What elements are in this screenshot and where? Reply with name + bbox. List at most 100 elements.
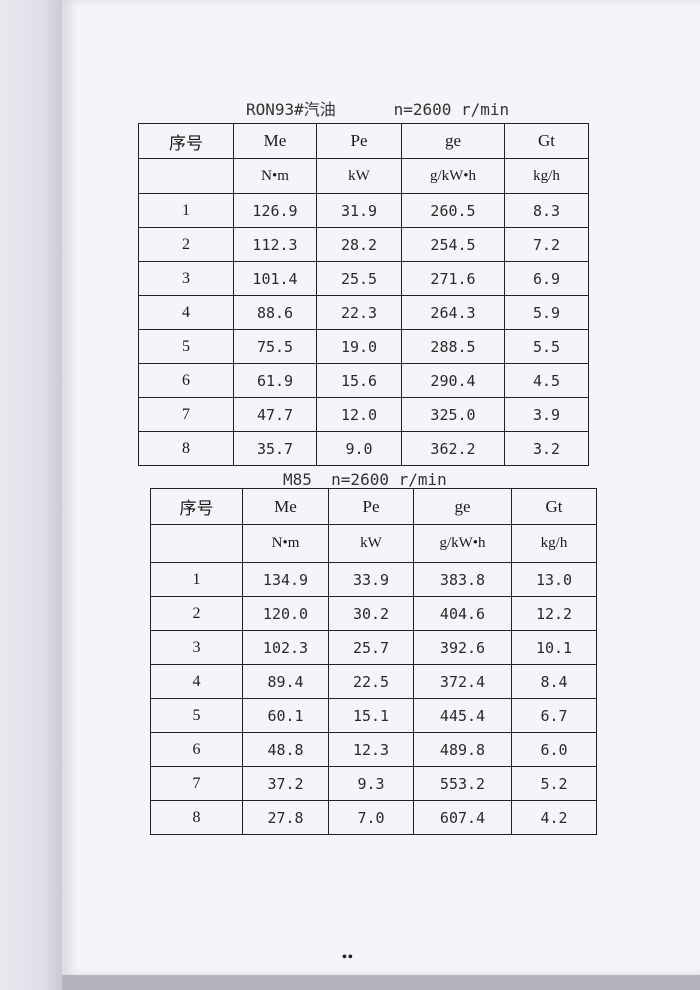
pe-value: 9.0: [316, 431, 402, 466]
header-cell: Me: [242, 488, 329, 525]
ge-value: 392.6: [413, 630, 512, 665]
table2-caption: M85 n=2600 r/min: [283, 470, 447, 489]
table-row: 2 120.0 30.2 404.6 12.2: [150, 596, 597, 631]
ge-value: 288.5: [401, 329, 505, 364]
header-cell: 序号: [150, 488, 243, 525]
row-index: 2: [138, 227, 234, 262]
table-row: 4 88.6 22.3 264.3 5.9: [138, 295, 589, 330]
row-index: 5: [150, 698, 243, 733]
ge-value: 264.3: [401, 295, 505, 330]
page-bottom-edge: [62, 975, 700, 990]
me-value: 89.4: [242, 664, 329, 699]
ge-value: 404.6: [413, 596, 512, 631]
gt-value: 4.5: [504, 363, 589, 398]
row-index: 6: [138, 363, 234, 398]
ge-value: 372.4: [413, 664, 512, 699]
ge-value: 362.2: [401, 431, 505, 466]
header-cell: Gt: [504, 123, 589, 159]
gt-value: 5.9: [504, 295, 589, 330]
table-header-row: 序号 Me Pe ge Gt: [150, 488, 597, 525]
me-value: 37.2: [242, 766, 329, 801]
me-value: 48.8: [242, 732, 329, 767]
header-cell: ge: [413, 488, 512, 525]
ge-value: 254.5: [401, 227, 505, 262]
table-row: 3 102.3 25.7 392.6 10.1: [150, 630, 597, 665]
ge-value: 607.4: [413, 800, 512, 835]
gt-value: 5.5: [504, 329, 589, 364]
table-row: 7 47.7 12.0 325.0 3.9: [138, 397, 589, 432]
pe-value: 25.7: [328, 630, 414, 665]
me-value: 134.9: [242, 562, 329, 597]
pe-value: 28.2: [316, 227, 402, 262]
gt-value: 6.9: [504, 261, 589, 296]
table-row: 2 112.3 28.2 254.5 7.2: [138, 227, 589, 262]
table1-caption: RON93#汽油 n=2600 r/min: [246, 100, 510, 119]
row-index: 7: [150, 766, 243, 801]
header-cell: 序号: [138, 123, 234, 159]
pe-value: 9.3: [328, 766, 414, 801]
header-cell: Pe: [316, 123, 402, 159]
table-unit-row: N•m kW g/kW•h kg/h: [138, 158, 589, 194]
row-index: 8: [138, 431, 234, 466]
table-row: 6 61.9 15.6 290.4 4.5: [138, 363, 589, 398]
row-index: 5: [138, 329, 234, 364]
me-value: 120.0: [242, 596, 329, 631]
gt-value: 13.0: [511, 562, 597, 597]
me-value: 27.8: [242, 800, 329, 835]
header-cell: Me: [233, 123, 317, 159]
gt-value: 10.1: [511, 630, 597, 665]
pe-value: 15.1: [328, 698, 414, 733]
table-header-row: 序号 Me Pe ge Gt: [138, 123, 589, 159]
row-index: 8: [150, 800, 243, 835]
gt-value: 8.3: [504, 193, 589, 228]
ge-value: 383.8: [413, 562, 512, 597]
gt-value: 12.2: [511, 596, 597, 631]
gt-value: 4.2: [511, 800, 597, 835]
row-index: 4: [138, 295, 234, 330]
header-cell: Gt: [511, 488, 597, 525]
ge-value: 445.4: [413, 698, 512, 733]
row-index: 2: [150, 596, 243, 631]
unit-cell: g/kW•h: [413, 524, 512, 563]
unit-cell: kg/h: [504, 158, 589, 194]
pe-value: 15.6: [316, 363, 402, 398]
me-value: 126.9: [233, 193, 317, 228]
table-row: 8 35.7 9.0 362.2 3.2: [138, 431, 589, 466]
gt-value: 3.2: [504, 431, 589, 466]
gt-value: 7.2: [504, 227, 589, 262]
me-value: 61.9: [233, 363, 317, 398]
ge-value: 260.5: [401, 193, 505, 228]
gt-value: 8.4: [511, 664, 597, 699]
unit-cell: kg/h: [511, 524, 597, 563]
me-value: 101.4: [233, 261, 317, 296]
unit-cell: kW: [328, 524, 414, 563]
data-table-ron93: 序号 Me Pe ge Gt N•m kW g/kW•h kg/h 1 126.…: [138, 123, 589, 466]
unit-cell: N•m: [242, 524, 329, 563]
unit-cell: [138, 158, 234, 194]
table-row: 6 48.8 12.3 489.8 6.0: [150, 732, 597, 767]
data-table-m85: 序号 Me Pe ge Gt N•m kW g/kW•h kg/h 1 134.…: [150, 488, 597, 835]
table-row: 8 27.8 7.0 607.4 4.2: [150, 800, 597, 835]
ge-value: 290.4: [401, 363, 505, 398]
table-row: 5 60.1 15.1 445.4 6.7: [150, 698, 597, 733]
row-index: 6: [150, 732, 243, 767]
table-row: 4 89.4 22.5 372.4 8.4: [150, 664, 597, 699]
unit-cell: [150, 524, 243, 563]
pe-value: 19.0: [316, 329, 402, 364]
me-value: 75.5: [233, 329, 317, 364]
pe-value: 30.2: [328, 596, 414, 631]
table-row: 1 134.9 33.9 383.8 13.0: [150, 562, 597, 597]
me-value: 35.7: [233, 431, 317, 466]
row-index: 1: [150, 562, 243, 597]
table-row: 3 101.4 25.5 271.6 6.9: [138, 261, 589, 296]
unit-cell: kW: [316, 158, 402, 194]
ge-value: 553.2: [413, 766, 512, 801]
pe-value: 33.9: [328, 562, 414, 597]
binding-edge: [0, 0, 62, 990]
ge-value: 271.6: [401, 261, 505, 296]
unit-cell: g/kW•h: [401, 158, 505, 194]
row-index: 3: [138, 261, 234, 296]
me-value: 47.7: [233, 397, 317, 432]
me-value: 112.3: [233, 227, 317, 262]
row-index: 7: [138, 397, 234, 432]
